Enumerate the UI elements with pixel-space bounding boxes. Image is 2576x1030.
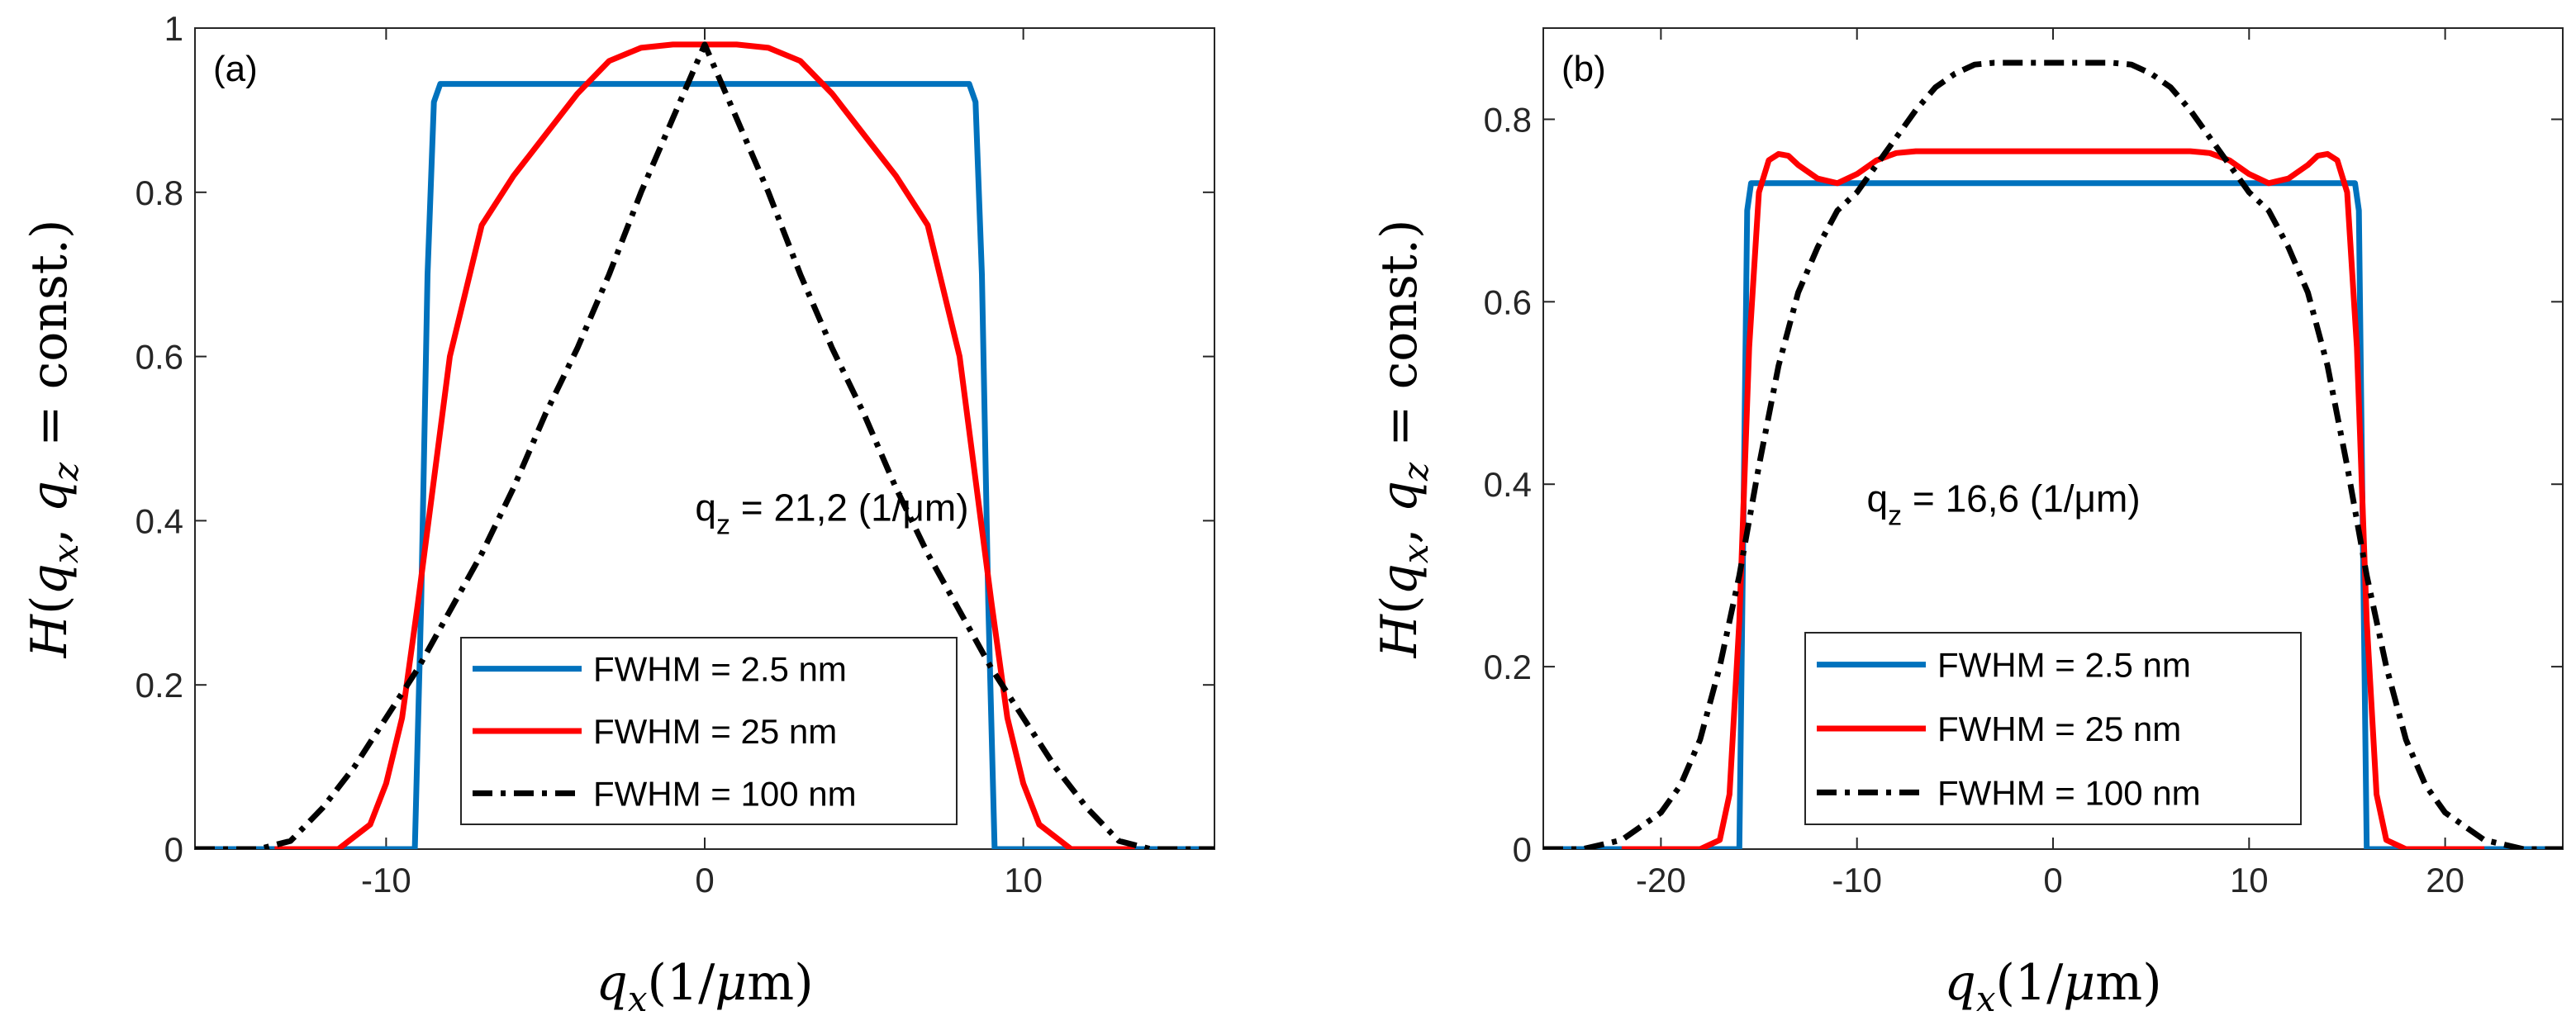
- x-tick-label: 10: [1004, 861, 1043, 899]
- y-tick-label: 0.6: [1484, 282, 1532, 321]
- y-axis-label: H(qx, qz = const.): [1371, 220, 1436, 659]
- series-line-3: [1543, 59, 2563, 849]
- x-axis-label: qx(1/μm): [596, 954, 813, 1019]
- x-tick-label: 20: [2426, 861, 2464, 899]
- x-tick-label: 0: [2043, 861, 2062, 899]
- legend-entry: FWHM = 2.5 nm: [1937, 646, 2191, 685]
- panel-label: (b): [1561, 49, 1606, 89]
- x-tick-label: 10: [2230, 861, 2269, 899]
- series-line-1: [195, 81, 1214, 849]
- y-tick-label: 0.4: [135, 501, 183, 540]
- y-tick-label: 0: [1513, 830, 1532, 869]
- series-line-3: [195, 41, 1214, 849]
- y-tick-label: 0: [164, 830, 183, 869]
- x-tick-label: -10: [361, 861, 411, 899]
- legend-entry: FWHM = 25 nm: [593, 712, 837, 751]
- legend-entry: FWHM = 100 nm: [593, 774, 857, 813]
- series-group: [1543, 59, 2563, 849]
- x-tick-label: 0: [695, 861, 714, 899]
- y-tick-label: 0.4: [1484, 465, 1532, 504]
- legend-entry: FWHM = 100 nm: [1937, 773, 2201, 812]
- qz-annotation: qz = 16,6 (1/μm): [1867, 477, 2141, 531]
- panel-a: -10 0 10 0 0.2 0.4 0.6 0.8 1 (a) qz = 21,2 (1/μm) F…: [21, 9, 1215, 1019]
- y-tick-label: 0.2: [135, 666, 183, 705]
- series-group: [195, 41, 1214, 849]
- qz-annotation: qz = 21,2 (1/μm): [695, 486, 968, 540]
- x-axis-label: qx(1/μm): [1944, 954, 2161, 1019]
- legend: FWHM = 2.5 nm FWHM = 25 nm FWHM = 100 nm: [460, 637, 958, 825]
- series-line-2: [1621, 148, 2485, 849]
- panel-b: -20 -10 0 10 20 0 0.2 0.4 0.6 0.8 (b) qz = 16,6 (1/…: [1371, 27, 2564, 1019]
- y-tick-label: 1: [164, 9, 183, 48]
- legend: FWHM = 2.5 nm FWHM = 25 nm FWHM = 100 nm: [1804, 632, 2302, 825]
- legend-entry: FWHM = 2.5 nm: [593, 650, 847, 689]
- panel-label: (a): [213, 49, 258, 89]
- legend-entry: FWHM = 25 nm: [1937, 710, 2181, 748]
- y-tick-label: 0.6: [135, 338, 183, 377]
- y-tick-label: 0.8: [1484, 100, 1532, 139]
- y-axis-label: H(qx, qz = const.): [21, 220, 86, 659]
- series-line-1: [1543, 180, 2563, 849]
- x-tick-label: -10: [1832, 861, 1882, 899]
- x-tick-label: -20: [1636, 861, 1686, 899]
- y-tick-label: 0.8: [135, 173, 183, 212]
- y-tick-label: 0.2: [1484, 648, 1532, 686]
